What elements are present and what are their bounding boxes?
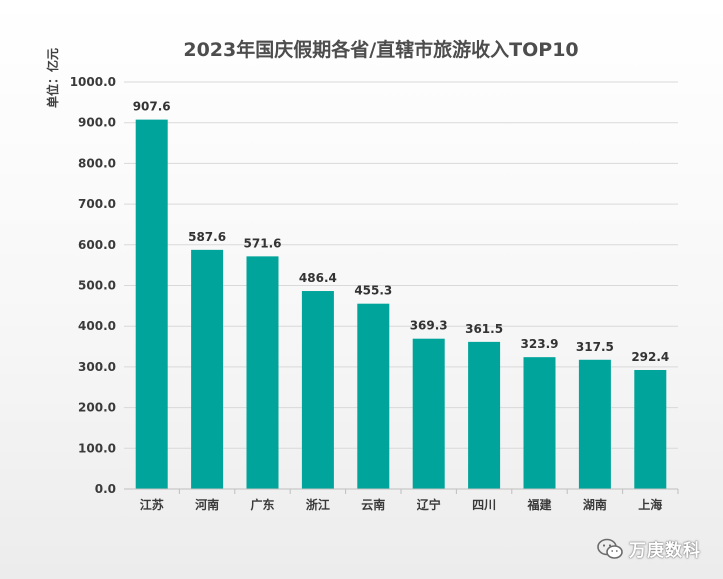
watermark: 万庚数科 [597, 536, 701, 561]
x-category-label: 浙江 [306, 497, 330, 512]
wechat-icon [597, 538, 623, 559]
y-tick-label: 500.0 [78, 279, 116, 293]
data-label: 369.3 [410, 319, 448, 333]
bar [634, 369, 667, 489]
watermark-text: 万庚数科 [629, 541, 701, 561]
x-category-label: 上海 [638, 497, 662, 512]
bar [301, 291, 334, 489]
bar [357, 303, 390, 489]
x-axis-categories: 江苏 河南 广东 浙江 云南 辽宁 四川 福建 湖南 上海 [140, 489, 679, 512]
y-axis-ticks: 0.0 100.0 200.0 300.0 400.0 500.0 600.0 700.0 80… [70, 75, 116, 496]
y-tick-label: 100.0 [78, 441, 116, 455]
bars [135, 119, 667, 489]
x-category-label: 广东 [250, 497, 274, 512]
data-label: 587.6 [188, 230, 226, 244]
data-label: 571.6 [244, 236, 282, 250]
x-category-label: 湖南 [583, 497, 607, 512]
bar [578, 359, 611, 489]
data-label: 292.4 [631, 350, 669, 364]
y-tick-label: 700.0 [78, 197, 116, 211]
y-tick-label: 400.0 [78, 319, 116, 333]
y-tick-label: 0.0 [95, 482, 116, 496]
y-tick-label: 1000.0 [70, 75, 116, 89]
y-tick-label: 600.0 [78, 238, 116, 252]
chart-title: 2023年国庆假期各省/直辖市旅游收入TOP10 [183, 38, 578, 61]
x-category-label: 江苏 [140, 497, 164, 512]
x-category-label: 河南 [194, 497, 219, 512]
bar [246, 256, 279, 489]
bar [191, 249, 224, 489]
y-tick-label: 900.0 [78, 116, 116, 130]
x-category-label: 四川 [472, 498, 496, 512]
y-tick-label: 300.0 [78, 360, 116, 374]
y-axis-unit-label: 单位：亿元 [45, 48, 60, 108]
data-labels: 907.6 587.6 571.6 486.4 455.3 369.3 361.5 323.9… [133, 100, 670, 364]
bar [135, 119, 168, 489]
y-tick-label: 200.0 [78, 401, 116, 415]
data-label: 361.5 [465, 322, 503, 336]
x-category-label: 辽宁 [417, 497, 441, 512]
data-label: 323.9 [521, 337, 559, 351]
data-label: 907.6 [133, 100, 171, 114]
x-category-label: 云南 [361, 497, 385, 512]
bar [412, 338, 445, 489]
bar [468, 341, 501, 489]
data-label: 455.3 [354, 284, 392, 298]
data-label: 486.4 [299, 271, 337, 285]
y-tick-label: 800.0 [78, 156, 116, 170]
x-category-label: 福建 [526, 497, 552, 512]
bar [523, 357, 556, 489]
data-label: 317.5 [576, 340, 614, 354]
